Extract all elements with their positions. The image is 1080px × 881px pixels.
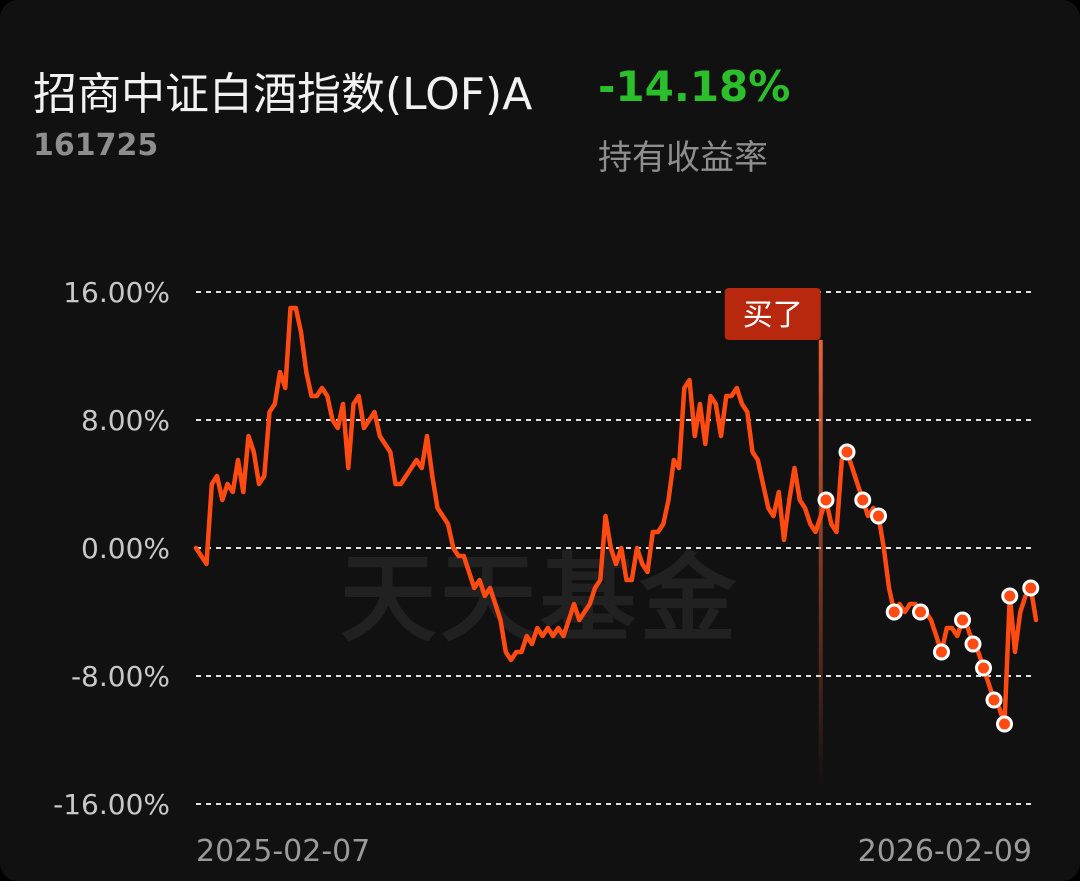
transaction-point [954,611,971,629]
transaction-point [985,691,1003,709]
buy-marker[interactable]: 买了 [724,288,823,790]
y-tick-label: 8.00% [81,404,170,437]
buy-marker-label: 买了 [743,298,803,333]
y-tick-label: -8.00% [71,660,170,693]
fund-name: 招商中证白酒指数(LOF)A [33,69,533,120]
buy-marker-badge[interactable] [724,288,821,340]
transaction-point [912,603,929,621]
transaction-point [838,443,856,461]
watermark-text: 天天基金 [340,542,740,655]
transaction-point [1001,587,1019,605]
y-tick-label: 16.00% [63,276,170,309]
transaction-point [854,491,872,509]
y-axis-ticks: 16.00% 8.00% 0.00% -8.00% -16.00% [53,276,170,821]
buy-marker-line [818,340,823,790]
transaction-point [996,715,1013,733]
transaction-point [817,491,835,509]
transaction-point [975,659,992,677]
x-tick-end: 2026-02-09 [858,834,1032,869]
transaction-point [870,507,887,525]
x-tick-start: 2025-02-07 [196,834,370,869]
y-tick-label: -16.00% [53,788,170,821]
holding-return-label: 持有收益率 [598,138,768,178]
y-tick-label: 0.00% [81,532,170,565]
transaction-points [817,443,1040,733]
transaction-point [933,643,950,661]
transaction-point [964,635,982,653]
series-line [193,305,1039,727]
transaction-point [885,603,903,621]
transaction-point [1022,579,1040,597]
fund-code: 161725 [33,128,159,163]
holding-return-value: -14.18% [598,62,791,111]
